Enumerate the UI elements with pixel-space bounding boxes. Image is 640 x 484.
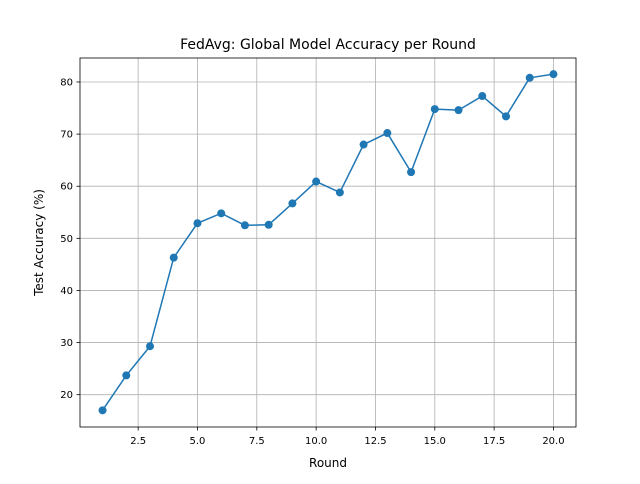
- y-tick-label: 60: [60, 182, 73, 193]
- data-point: [264, 220, 273, 229]
- data-point: [288, 199, 297, 208]
- data-point: [501, 112, 510, 121]
- data-point: [312, 177, 321, 186]
- data-point: [335, 188, 344, 197]
- y-tick-label: 70: [60, 130, 73, 141]
- data-point: [98, 406, 107, 415]
- data-point: [122, 371, 131, 380]
- series-line: [101, 73, 554, 411]
- data-point: [359, 140, 368, 149]
- x-tick-label: 2.5: [130, 436, 146, 447]
- x-tick-label: 10.0: [305, 436, 327, 447]
- y-tick-label: 20: [60, 390, 73, 401]
- x-axis-ticks: 2.5 5.0 7.5 10.0 12.5 15.0 17.5 20.0: [130, 427, 565, 447]
- data-point: [240, 221, 249, 230]
- y-tick-label: 40: [60, 286, 73, 297]
- data-point: [454, 106, 463, 115]
- x-tick-label: 5.0: [190, 436, 206, 447]
- chart-title: FedAvg: Global Model Accuracy per Round: [180, 37, 476, 53]
- data-point: [383, 129, 392, 138]
- y-axis-ticks: 20 30 40 50 60 70 80: [60, 77, 80, 401]
- x-axis-label: Round: [309, 456, 347, 470]
- x-tick-label: 7.5: [249, 436, 265, 447]
- x-tick-label: 20.0: [542, 436, 564, 447]
- y-tick-label: 30: [60, 338, 73, 349]
- series-layer: [98, 70, 558, 415]
- y-tick-label: 80: [60, 77, 73, 88]
- data-point: [525, 73, 534, 82]
- x-tick-label: 12.5: [364, 436, 386, 447]
- data-point: [217, 209, 226, 218]
- data-point: [146, 342, 155, 351]
- data-point: [478, 92, 487, 101]
- x-tick-label: 15.0: [424, 436, 446, 447]
- data-point: [193, 219, 202, 228]
- x-tick-label: 17.5: [483, 436, 505, 447]
- data-point: [430, 105, 439, 114]
- y-axis-label: Test Accuracy (%): [32, 189, 46, 297]
- y-tick-label: 50: [60, 234, 73, 245]
- data-point: [169, 253, 178, 262]
- data-point: [549, 70, 558, 79]
- data-point: [407, 168, 416, 177]
- plot-area-frame: [79, 57, 577, 428]
